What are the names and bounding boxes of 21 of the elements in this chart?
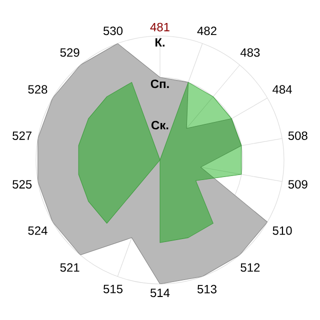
spoke-label: 530 (103, 26, 123, 36)
spoke-label: 515 (103, 284, 123, 294)
spoke-label: 482 (197, 26, 216, 36)
spoke-label: 508 (288, 131, 308, 140)
spoke-label: 513 (197, 284, 216, 294)
spoke-label: 521 (60, 263, 80, 272)
spoke-label: 528 (28, 85, 48, 94)
spoke-label: 525 (12, 180, 32, 189)
y-tick-label: Ск. (151, 120, 168, 130)
spoke-label: 484 (272, 85, 292, 94)
spoke-label: 529 (60, 48, 80, 57)
spoke-label: 524 (28, 226, 48, 235)
spoke-label: 481 (150, 22, 170, 32)
spoke-label: 512 (240, 263, 260, 272)
spoke-label: 483 (240, 48, 260, 57)
y-tick-label: Сп. (150, 80, 169, 88)
spoke-label: 514 (150, 288, 170, 298)
spoke-label: 527 (12, 131, 32, 140)
spoke-label: 509 (288, 180, 308, 189)
spoke-label: 510 (272, 226, 292, 235)
y-tick-label: К. (155, 38, 164, 47)
